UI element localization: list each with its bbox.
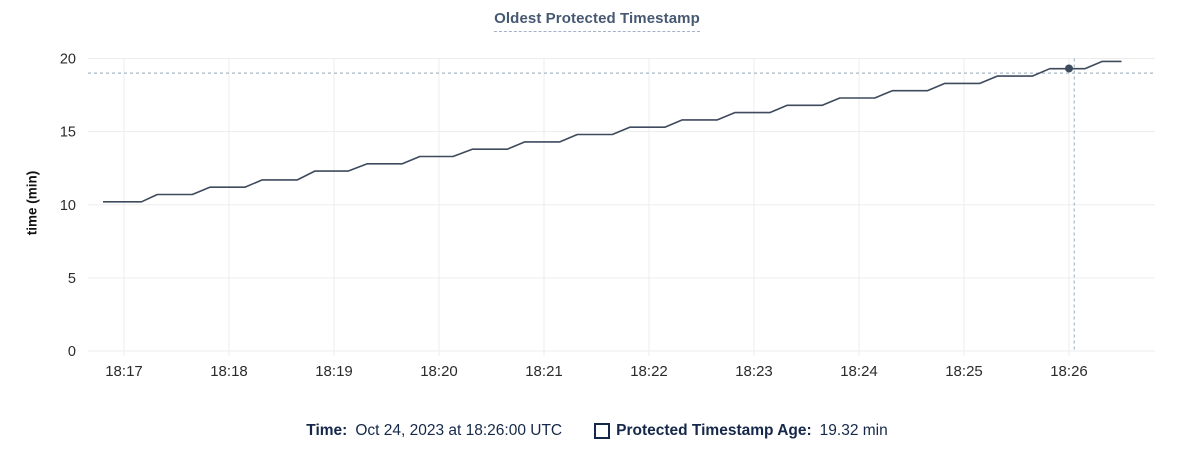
x-tick-label: 18:21 [525,363,563,380]
grid-lines: 0 5 10 15 20 18:17 18:18 18:19 18:20 18:21 18:22 18… [60,52,1155,380]
chart-header: Oldest Protected Timestamp [0,10,1194,32]
y-tick-label: 15 [60,125,76,141]
chart-legend: Time: Oct 24, 2023 at 18:26:00 UTC Prote… [0,422,1194,440]
legend-time-value: Oct 24, 2023 at 18:26:00 UTC [355,422,563,439]
x-tick-label: 18:25 [945,363,983,380]
y-tick-label: 10 [60,198,76,214]
line-chart[interactable]: 0 5 10 15 20 18:17 18:18 18:19 18:20 18:21 18:22 18… [0,0,1194,400]
x-tick-label: 18:17 [105,363,143,380]
hover-point-dot [1065,64,1073,73]
legend-series-value: 19.32 min [819,422,888,439]
x-tick-label: 18:26 [1050,363,1088,380]
legend-time: Time: Oct 24, 2023 at 18:26:00 UTC [306,422,562,440]
chart-title[interactable]: Oldest Protected Timestamp [494,10,700,32]
legend-series-protected-timestamp-age[interactable]: Protected Timestamp Age: 19.32 min [594,422,888,440]
x-tick-label: 18:24 [840,363,878,380]
y-tick-label: 20 [60,52,76,68]
x-tick-label: 18:23 [735,363,773,380]
crosshair [88,58,1155,351]
series-line-protected-timestamp-age [103,60,1122,203]
x-tick-label: 18:19 [315,363,353,380]
legend-time-label: Time: [306,422,348,439]
y-tick-label: 0 [68,344,76,360]
square-outline-icon [594,423,611,439]
legend-series-label: Protected Timestamp Age: [616,422,812,439]
y-tick-label: 5 [68,271,76,287]
x-tick-label: 18:20 [420,363,458,380]
x-tick-label: 18:18 [210,363,248,380]
x-tick-label: 18:22 [630,363,668,380]
